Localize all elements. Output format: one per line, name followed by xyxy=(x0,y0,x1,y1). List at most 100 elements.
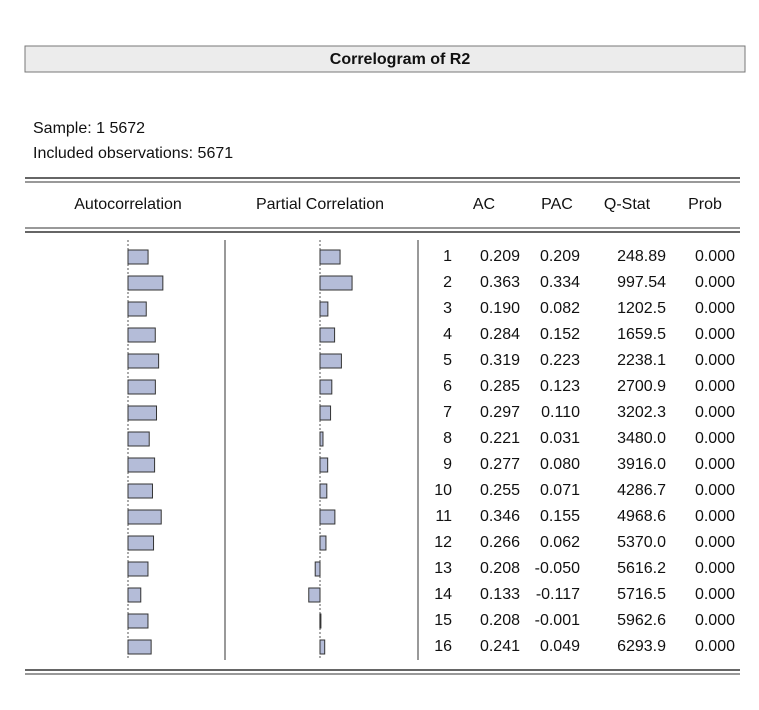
ac-bar xyxy=(127,379,156,395)
lag: 12 xyxy=(434,534,452,551)
prob: 0.000 xyxy=(695,300,735,317)
q-stat: 5962.6 xyxy=(617,612,666,629)
pac-value: -0.050 xyxy=(535,560,580,577)
ac-bar xyxy=(127,457,156,473)
pac-value: 0.123 xyxy=(540,378,580,395)
pac-bar xyxy=(319,353,342,369)
pac-value: 0.080 xyxy=(540,456,580,473)
prob: 0.000 xyxy=(695,560,735,577)
ac-value: 0.133 xyxy=(480,586,520,603)
rules xyxy=(25,177,740,675)
pac-bar xyxy=(319,639,326,655)
pac-bar xyxy=(319,431,324,447)
q-stat: 2238.1 xyxy=(617,352,666,369)
ac-value: 0.363 xyxy=(480,274,520,291)
prob: 0.000 xyxy=(695,612,735,629)
pac-bar xyxy=(319,405,332,421)
column-header: Autocorrelation xyxy=(74,196,182,213)
ac-value: 0.221 xyxy=(480,430,520,447)
ac-bar xyxy=(127,405,158,421)
zero-axes xyxy=(127,240,321,660)
pac-value: 0.082 xyxy=(540,300,580,317)
prob: 0.000 xyxy=(695,638,735,655)
lag: 9 xyxy=(443,456,452,473)
title: Correlogram of R2 xyxy=(330,51,471,68)
ac-bar xyxy=(127,483,153,499)
prob: 0.000 xyxy=(695,352,735,369)
pac-value: 0.152 xyxy=(540,326,580,343)
ac-value: 0.284 xyxy=(480,326,520,343)
ac-bar xyxy=(127,639,152,655)
observations: Included observations: 5671 xyxy=(33,145,233,162)
lag: 11 xyxy=(435,508,452,525)
ac-bar xyxy=(127,301,147,317)
ac-value: 0.346 xyxy=(480,508,520,525)
q-stat: 5616.2 xyxy=(617,560,666,577)
ac-value: 0.297 xyxy=(480,404,520,421)
pac-bar xyxy=(319,613,322,629)
q-stat: 3202.3 xyxy=(617,404,666,421)
q-stat: 1202.5 xyxy=(617,300,666,317)
pac-bar xyxy=(319,457,329,473)
ac-bar xyxy=(127,561,149,577)
pac-bar xyxy=(319,301,329,317)
column-header: PAC xyxy=(541,196,573,213)
ac-value: 0.285 xyxy=(480,378,520,395)
prob: 0.000 xyxy=(695,586,735,603)
pac-bar xyxy=(314,561,321,577)
pac-value: 0.223 xyxy=(540,352,580,369)
q-stat: 3480.0 xyxy=(617,430,666,447)
ac-bar xyxy=(127,327,156,343)
ac-value: 0.190 xyxy=(480,300,520,317)
ac-bar xyxy=(127,613,149,629)
prob: 0.000 xyxy=(695,534,735,551)
lag: 10 xyxy=(434,482,452,499)
sample: Sample: 1 5672 xyxy=(33,120,145,137)
q-stat: 248.89 xyxy=(617,248,666,265)
ac-bar xyxy=(127,509,162,525)
pac-bar xyxy=(319,249,341,265)
prob: 0.000 xyxy=(695,248,735,265)
ac-bar xyxy=(127,587,142,603)
q-stat: 6293.9 xyxy=(617,638,666,655)
q-stat: 4968.6 xyxy=(617,508,666,525)
ac-bar xyxy=(127,353,160,369)
lag: 3 xyxy=(443,300,452,317)
ac-bar xyxy=(127,249,149,265)
lag: 5 xyxy=(443,352,452,369)
pac-bar xyxy=(319,275,353,291)
column-header: Prob xyxy=(688,196,722,213)
prob: 0.000 xyxy=(695,378,735,395)
lag: 13 xyxy=(434,560,452,577)
prob: 0.000 xyxy=(695,430,735,447)
pac-value: 0.110 xyxy=(541,404,580,421)
pac-bar xyxy=(319,483,328,499)
pac-bar xyxy=(319,509,336,525)
prob: 0.000 xyxy=(695,508,735,525)
prob: 0.000 xyxy=(695,404,735,421)
ac-value: 0.255 xyxy=(480,482,520,499)
ac-value: 0.319 xyxy=(480,352,520,369)
pac-bar xyxy=(319,535,327,551)
lag: 1 xyxy=(443,248,452,265)
ac-value: 0.277 xyxy=(480,456,520,473)
pac-value: 0.209 xyxy=(540,248,580,265)
lag: 7 xyxy=(443,404,452,421)
lag: 14 xyxy=(434,586,452,603)
q-stat: 5370.0 xyxy=(617,534,666,551)
pac-value: 0.031 xyxy=(540,430,580,447)
ac-value: 0.209 xyxy=(480,248,520,265)
lag: 6 xyxy=(443,378,452,395)
ac-value: 0.266 xyxy=(480,534,520,551)
pac-value: 0.062 xyxy=(540,534,580,551)
ac-value: 0.208 xyxy=(480,612,520,629)
lag: 8 xyxy=(443,430,452,447)
column-header: AC xyxy=(473,196,495,213)
lag: 4 xyxy=(443,326,452,343)
pac-value: -0.117 xyxy=(536,586,580,603)
pac-value: 0.049 xyxy=(540,638,580,655)
ac-bar xyxy=(127,535,155,551)
pac-bar xyxy=(308,587,321,603)
pac-value: 0.071 xyxy=(540,482,580,499)
